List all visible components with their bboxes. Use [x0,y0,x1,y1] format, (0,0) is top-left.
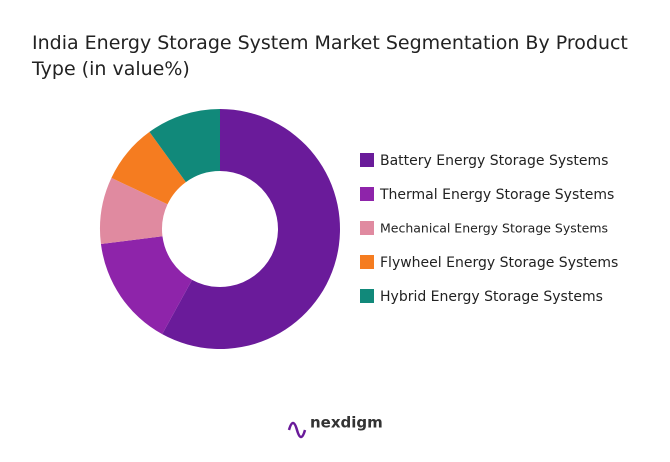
legend-label: Mechanical Energy Storage Systems [380,221,608,236]
legend-label: Hybrid Energy Storage Systems [380,289,603,305]
legend-swatch [360,221,374,235]
donut-slice [99,177,168,245]
legend-label: Thermal Energy Storage Systems [379,187,614,203]
legend-swatch [360,187,374,201]
brand-name: nexdigm [310,414,383,432]
brand-logo: nexdigm [287,414,383,439]
legend-swatch [360,289,374,303]
legend-swatch [360,255,374,269]
legend-label: Flywheel Energy Storage Systems [380,255,618,271]
legend-swatch [360,153,374,167]
donut-slice [149,109,220,183]
chart-title: India Energy Storage System Market Segme… [32,32,628,80]
legend-label: Battery Energy Storage Systems [380,153,608,169]
donut-slice [111,131,186,205]
donut-slice [162,109,340,349]
logo-icon [287,421,307,439]
donut-slice [100,236,193,335]
